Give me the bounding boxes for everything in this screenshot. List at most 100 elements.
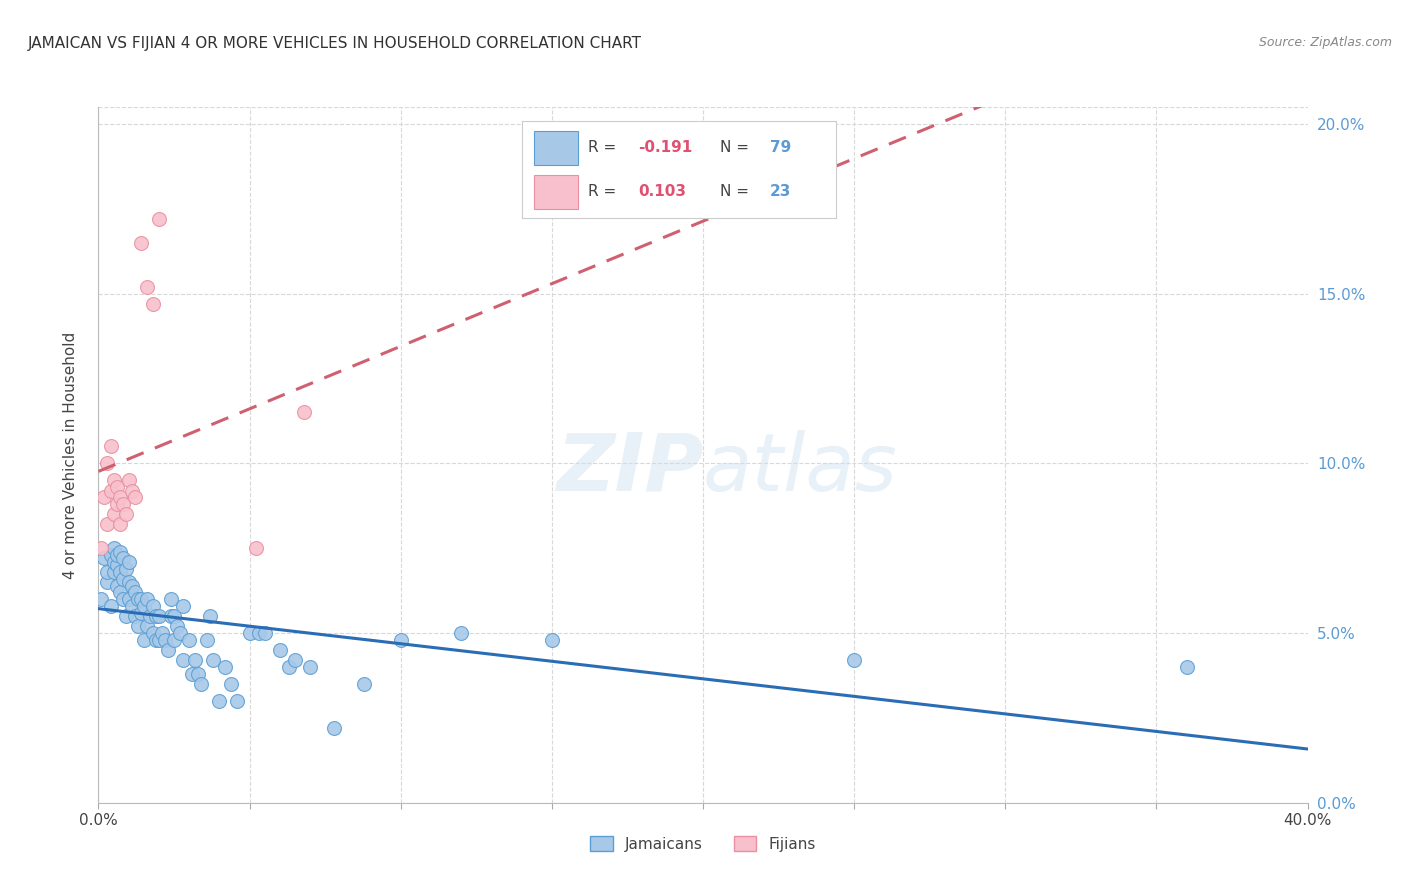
Point xyxy=(114,609,136,624)
Point xyxy=(150,626,173,640)
Point xyxy=(277,660,299,674)
Point xyxy=(108,517,131,532)
Point xyxy=(132,632,155,647)
Point xyxy=(118,575,141,590)
Text: JAMAICAN VS FIJIAN 4 OR MORE VEHICLES IN HOUSEHOLD CORRELATION CHART: JAMAICAN VS FIJIAN 4 OR MORE VEHICLES IN… xyxy=(28,36,643,51)
Point xyxy=(100,439,122,453)
Point xyxy=(200,609,222,624)
Point xyxy=(90,541,112,556)
Point xyxy=(145,632,167,647)
Point xyxy=(184,653,207,667)
Point xyxy=(108,544,131,558)
Point xyxy=(169,626,191,640)
Point xyxy=(93,491,115,505)
Point xyxy=(118,592,141,607)
Point xyxy=(323,721,346,735)
Point xyxy=(148,632,170,647)
Point xyxy=(353,677,375,691)
Point xyxy=(299,660,322,674)
Point xyxy=(166,619,188,633)
Point xyxy=(108,565,131,579)
Point xyxy=(540,632,562,647)
Point xyxy=(105,497,128,511)
Point xyxy=(163,609,186,624)
Point xyxy=(114,561,136,575)
Point xyxy=(121,578,143,592)
Point xyxy=(145,609,167,624)
Point xyxy=(121,599,143,613)
Point xyxy=(118,555,141,569)
Point xyxy=(105,558,128,573)
Point xyxy=(142,626,165,640)
Point xyxy=(187,666,209,681)
Point xyxy=(142,297,165,311)
Point xyxy=(135,592,157,607)
Point xyxy=(292,405,315,419)
Point xyxy=(160,592,183,607)
Text: Source: ZipAtlas.com: Source: ZipAtlas.com xyxy=(1258,36,1392,49)
Point xyxy=(127,592,149,607)
Point xyxy=(103,508,125,522)
Point xyxy=(181,666,204,681)
Text: atlas: atlas xyxy=(703,430,898,508)
Point xyxy=(111,572,134,586)
Point xyxy=(93,551,115,566)
Point xyxy=(108,491,131,505)
Point xyxy=(108,585,131,599)
Point xyxy=(450,626,472,640)
Point xyxy=(247,626,270,640)
Point xyxy=(163,632,186,647)
Point xyxy=(114,508,136,522)
Point xyxy=(105,578,128,592)
Point xyxy=(103,565,125,579)
Point xyxy=(96,565,118,579)
Point xyxy=(844,653,866,667)
Point xyxy=(121,483,143,498)
Point xyxy=(129,606,152,620)
Point xyxy=(153,632,176,647)
Point xyxy=(124,491,146,505)
Point xyxy=(284,653,307,667)
Point xyxy=(96,575,118,590)
Point xyxy=(127,619,149,633)
Legend: Jamaicans, Fijians: Jamaicans, Fijians xyxy=(583,830,823,858)
Point xyxy=(221,677,243,691)
Point xyxy=(179,632,201,647)
Point xyxy=(105,548,128,562)
Point xyxy=(190,677,212,691)
Point xyxy=(103,555,125,569)
Point xyxy=(124,609,146,624)
Point xyxy=(124,585,146,599)
Point xyxy=(100,483,122,498)
Point xyxy=(96,457,118,471)
Point xyxy=(214,660,236,674)
Point xyxy=(111,497,134,511)
Y-axis label: 4 or more Vehicles in Household: 4 or more Vehicles in Household xyxy=(63,331,77,579)
Point xyxy=(245,541,267,556)
Point xyxy=(139,609,162,624)
Point xyxy=(100,599,122,613)
Point xyxy=(118,474,141,488)
Point xyxy=(172,653,194,667)
Point xyxy=(100,548,122,562)
Point xyxy=(202,653,225,667)
Point xyxy=(142,599,165,613)
Point xyxy=(156,643,179,657)
Point xyxy=(389,632,412,647)
Point xyxy=(1175,660,1198,674)
Point xyxy=(129,592,152,607)
Point xyxy=(269,643,291,657)
Point xyxy=(103,474,125,488)
Point xyxy=(111,592,134,607)
Point xyxy=(90,592,112,607)
Point xyxy=(208,694,231,708)
Point xyxy=(135,280,157,294)
Point xyxy=(239,626,262,640)
Point xyxy=(195,632,218,647)
Point xyxy=(132,599,155,613)
Point xyxy=(129,235,152,250)
Point xyxy=(96,517,118,532)
Point xyxy=(103,541,125,556)
Point xyxy=(111,551,134,566)
Point xyxy=(226,694,249,708)
